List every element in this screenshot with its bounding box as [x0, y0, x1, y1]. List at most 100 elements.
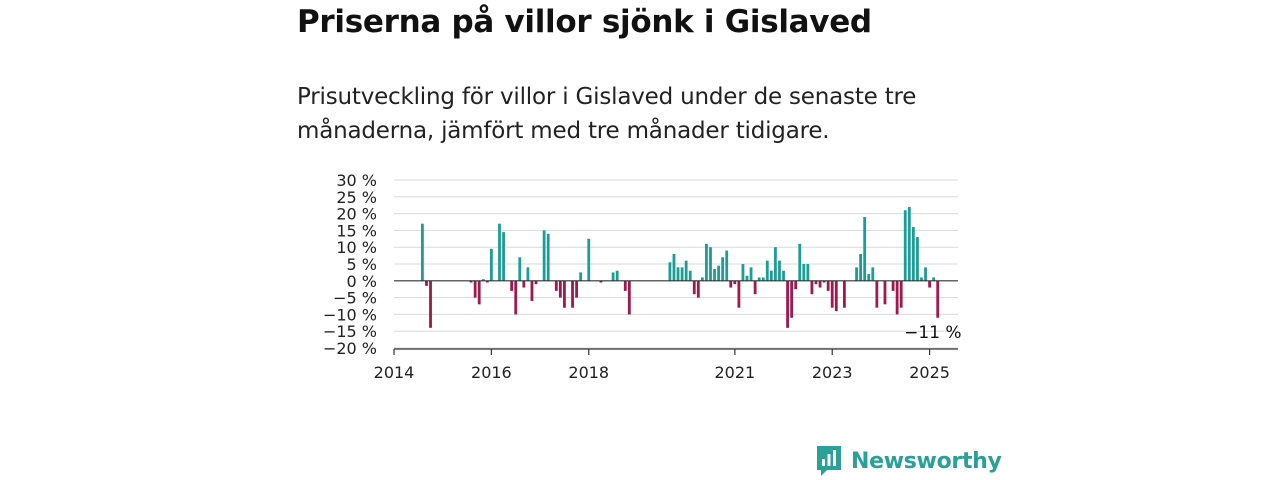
x-tick-label: 2025 [909, 363, 950, 382]
y-tick-label: 10 % [336, 238, 377, 257]
bar [806, 264, 810, 281]
bar [717, 265, 721, 281]
bar [558, 280, 562, 298]
bar [705, 243, 708, 281]
bar [830, 280, 834, 308]
bar [473, 280, 477, 298]
bar [765, 260, 769, 281]
bar [855, 267, 858, 281]
grid-lines [394, 179, 958, 349]
bar [498, 223, 501, 281]
bar [733, 280, 737, 285]
bar [798, 243, 802, 281]
bar [502, 232, 505, 281]
bar [534, 280, 538, 285]
bar [802, 264, 806, 281]
bar [932, 277, 936, 281]
bar [769, 270, 773, 281]
bar [903, 210, 907, 281]
bar [794, 280, 798, 290]
bar [834, 280, 838, 312]
bar [563, 280, 566, 308]
bar [842, 280, 846, 308]
bar [907, 206, 911, 281]
bar [700, 277, 704, 281]
bar [863, 216, 867, 281]
bar [676, 267, 680, 281]
bar [749, 267, 753, 281]
bars [421, 206, 940, 328]
bar [822, 280, 826, 283]
bar [615, 270, 619, 281]
x-tick-label: 2018 [568, 363, 609, 382]
brand-logo: Newsworthy [815, 444, 1002, 478]
bar [920, 277, 923, 281]
bar [814, 280, 818, 285]
brand-name: Newsworthy [851, 448, 1002, 474]
bar [928, 280, 931, 288]
bar [542, 230, 546, 281]
bar [522, 280, 526, 288]
bar [627, 280, 631, 315]
bar [936, 280, 940, 318]
y-tick-label: 30 % [336, 171, 377, 190]
bar [753, 280, 757, 295]
bar [481, 279, 485, 281]
bar [916, 237, 919, 281]
y-tick-label: −5 % [333, 289, 377, 308]
bar [599, 280, 603, 283]
bar [668, 262, 672, 281]
bar [546, 233, 550, 281]
bar [871, 267, 875, 281]
y-tick-label: 20 % [336, 205, 377, 224]
y-tick-label: −15 % [323, 322, 377, 341]
bar [623, 280, 627, 291]
bar [469, 280, 473, 283]
y-tick-label: 5 % [347, 255, 377, 274]
bar [429, 280, 432, 328]
bar [875, 280, 879, 308]
bar [725, 250, 729, 281]
x-tick-label: 2016 [471, 363, 512, 382]
bar [729, 280, 733, 288]
bar [741, 264, 745, 281]
x-tick-label: 2023 [812, 363, 853, 382]
bar [713, 269, 716, 281]
bar [587, 238, 591, 281]
bar [575, 280, 578, 298]
bar [761, 277, 765, 281]
bar [510, 280, 514, 291]
bar [818, 280, 822, 288]
annotations: −11 % [904, 323, 961, 343]
bar [421, 223, 424, 281]
bar [425, 280, 428, 286]
bar [696, 280, 700, 298]
x-axis-labels: 2014 2016 2018 2021 2023 2025 [374, 363, 950, 382]
bar [485, 280, 489, 283]
bar [688, 270, 692, 281]
bar [526, 267, 530, 281]
bar [891, 280, 895, 291]
newsworthy-logo-icon [817, 446, 841, 476]
bar [611, 272, 615, 281]
bar [530, 280, 534, 301]
bar [810, 280, 814, 295]
bar [895, 280, 899, 315]
bar [684, 260, 688, 281]
bar [571, 280, 574, 308]
bar [489, 248, 493, 281]
bar [778, 260, 781, 281]
bar [867, 274, 871, 281]
y-tick-label: −10 % [323, 305, 377, 324]
bar [790, 280, 794, 318]
y-tick-label: 0 % [347, 272, 377, 291]
y-tick-label: 15 % [336, 221, 377, 240]
bar [899, 280, 903, 308]
bar [709, 247, 712, 281]
bar [826, 280, 830, 291]
bar [859, 253, 863, 281]
bar [672, 253, 676, 281]
bar [883, 280, 887, 305]
bar [911, 227, 915, 281]
bar [786, 280, 789, 328]
